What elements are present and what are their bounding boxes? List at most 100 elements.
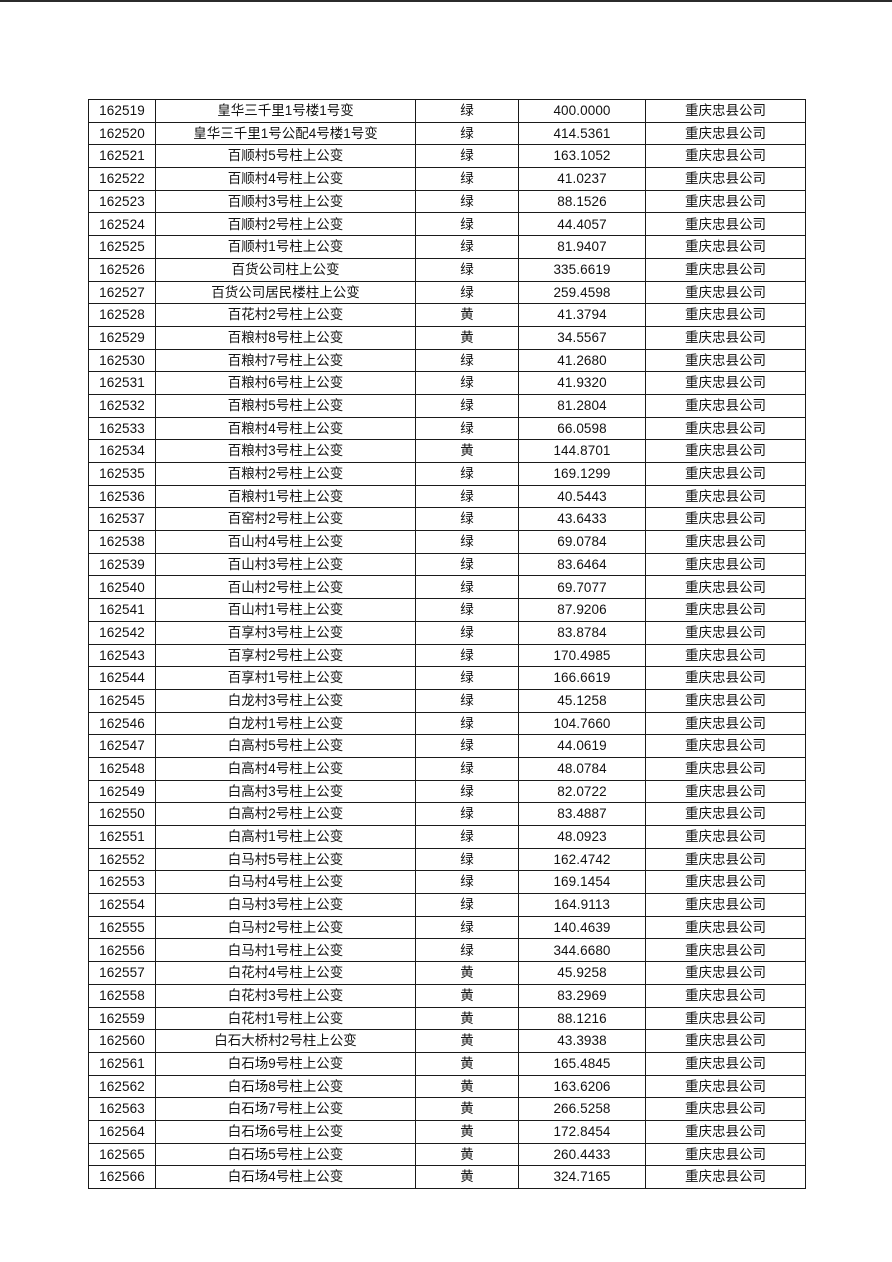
cell-value: 45.9258 [518,961,646,985]
cell-org: 重庆忠县公司 [645,1097,806,1121]
cell-name: 百顺村2号柱上公变 [155,212,416,237]
cell-name: 百粮村1号柱上公变 [155,484,416,509]
cell-org: 重庆忠县公司 [645,257,806,282]
cell-org: 重庆忠县公司 [645,530,806,554]
cell-value: 165.4845 [518,1051,646,1076]
cell-color: 绿 [415,257,519,282]
cell-color: 绿 [415,711,519,736]
cell-org: 重庆忠县公司 [645,983,806,1008]
table-row: 162535 百粮村2号柱上公变绿 169.1299 重庆忠县公司 [88,462,806,486]
cell-org: 重庆忠县公司 [645,235,806,259]
cell-name: 白龙村3号柱上公变 [155,688,416,713]
table-row: 162520 皇华三千里1号公配4号楼1号变绿 414.5361 重庆忠县公司 [88,121,806,146]
cell-value: 324.7165 [518,1165,646,1189]
cell-name: 百货公司柱上公变 [155,257,416,282]
table-row: 162521 百顺村5号柱上公变绿 163.1052 重庆忠县公司 [88,144,806,169]
cell-org: 重庆忠县公司 [645,666,806,690]
cell-color: 绿 [415,348,519,373]
table-row: 162531 百粮村6号柱上公变绿 41.9320 重庆忠县公司 [88,371,806,395]
table-row: 162524 百顺村2号柱上公变绿 44.4057 重庆忠县公司 [88,212,806,237]
cell-color: 绿 [415,144,519,169]
table-row: 162561 白石场9号柱上公变黄 165.4845 重庆忠县公司 [88,1051,806,1076]
cell-value: 414.5361 [518,121,646,146]
cell-name: 白龙村1号柱上公变 [155,711,416,736]
cell-color: 黄 [415,961,519,985]
cell-name: 白马村1号柱上公变 [155,938,416,963]
cell-value: 88.1526 [518,189,646,214]
cell-org: 重庆忠县公司 [645,643,806,668]
cell-org: 重庆忠县公司 [645,575,806,600]
cell-color: 黄 [415,1051,519,1076]
table-row: 162560 白石大桥村2号柱上公变黄 43.3938 重庆忠县公司 [88,1029,806,1053]
cell-value: 335.6619 [518,257,646,282]
cell-id: 162524 [88,212,156,237]
cell-org: 重庆忠县公司 [645,734,806,758]
table-row: 162566 白石场4号柱上公变黄 324.7165 重庆忠县公司 [88,1165,806,1189]
cell-name: 百顺村1号柱上公变 [155,235,416,259]
cell-color: 绿 [415,235,519,259]
cell-name: 百享村1号柱上公变 [155,666,416,690]
cell-name: 百粮村3号柱上公变 [155,439,416,463]
cell-color: 绿 [415,915,519,940]
cell-org: 重庆忠县公司 [645,620,806,645]
cell-value: 344.6680 [518,938,646,963]
cell-org: 重庆忠县公司 [645,802,806,826]
table-row: 162538 百山村4号柱上公变绿 69.0784 重庆忠县公司 [88,530,806,554]
cell-org: 重庆忠县公司 [645,439,806,463]
cell-color: 绿 [415,280,519,305]
cell-value: 170.4985 [518,643,646,668]
cell-color: 黄 [415,439,519,463]
table-row: 162557 白花村4号柱上公变黄 45.9258 重庆忠县公司 [88,961,806,985]
cell-color: 黄 [415,303,519,327]
cell-org: 重庆忠县公司 [645,1119,806,1144]
cell-value: 83.8784 [518,620,646,645]
cell-id: 162558 [88,983,156,1008]
cell-color: 黄 [415,1097,519,1121]
cell-color: 绿 [415,121,519,146]
cell-id: 162531 [88,371,156,395]
cell-id: 162551 [88,825,156,849]
cell-color: 绿 [415,462,519,486]
cell-id: 162545 [88,688,156,713]
page-top-edge-artifact [0,0,892,2]
cell-name: 百顺村3号柱上公变 [155,189,416,214]
cell-id: 162563 [88,1097,156,1121]
cell-color: 黄 [415,1074,519,1099]
cell-value: 69.0784 [518,530,646,554]
cell-org: 重庆忠县公司 [645,961,806,985]
cell-color: 绿 [415,620,519,645]
cell-id: 162562 [88,1074,156,1099]
cell-color: 绿 [415,393,519,418]
cell-org: 重庆忠县公司 [645,507,806,532]
cell-name: 白马村2号柱上公变 [155,915,416,940]
cell-id: 162528 [88,303,156,327]
table-row: 162564 白石场6号柱上公变黄 172.8454 重庆忠县公司 [88,1119,806,1144]
cell-org: 重庆忠县公司 [645,552,806,577]
cell-id: 162556 [88,938,156,963]
transformer-data-table: 162519 皇华三千里1号楼1号变绿 400.0000 重庆忠县公司 162520 皇华… [88,99,806,1189]
cell-color: 绿 [415,507,519,532]
cell-value: 43.6433 [518,507,646,532]
cell-id: 162552 [88,847,156,872]
table-row: 162528 百花村2号柱上公变黄 41.3794 重庆忠县公司 [88,303,806,327]
cell-name: 百山村1号柱上公变 [155,598,416,622]
cell-color: 绿 [415,167,519,191]
cell-color: 绿 [415,530,519,554]
table-row: 162542 百享村3号柱上公变绿 83.8784 重庆忠县公司 [88,620,806,645]
cell-name: 百享村3号柱上公变 [155,620,416,645]
cell-id: 162530 [88,348,156,373]
cell-value: 163.6206 [518,1074,646,1099]
cell-value: 34.5567 [518,325,646,350]
table-row: 162556 白马村1号柱上公变绿 344.6680 重庆忠县公司 [88,938,806,963]
cell-id: 162557 [88,961,156,985]
table-row: 162537 百窑村2号柱上公变绿 43.6433 重庆忠县公司 [88,507,806,532]
table-row: 162525 百顺村1号柱上公变绿 81.9407 重庆忠县公司 [88,235,806,259]
cell-id: 162553 [88,870,156,895]
cell-name: 白石场9号柱上公变 [155,1051,416,1076]
cell-id: 162532 [88,393,156,418]
cell-name: 白石场6号柱上公变 [155,1119,416,1144]
cell-name: 白石场4号柱上公变 [155,1165,416,1189]
cell-value: 41.2680 [518,348,646,373]
table-row: 162545 白龙村3号柱上公变绿 45.1258 重庆忠县公司 [88,688,806,713]
cell-name: 白马村5号柱上公变 [155,847,416,872]
